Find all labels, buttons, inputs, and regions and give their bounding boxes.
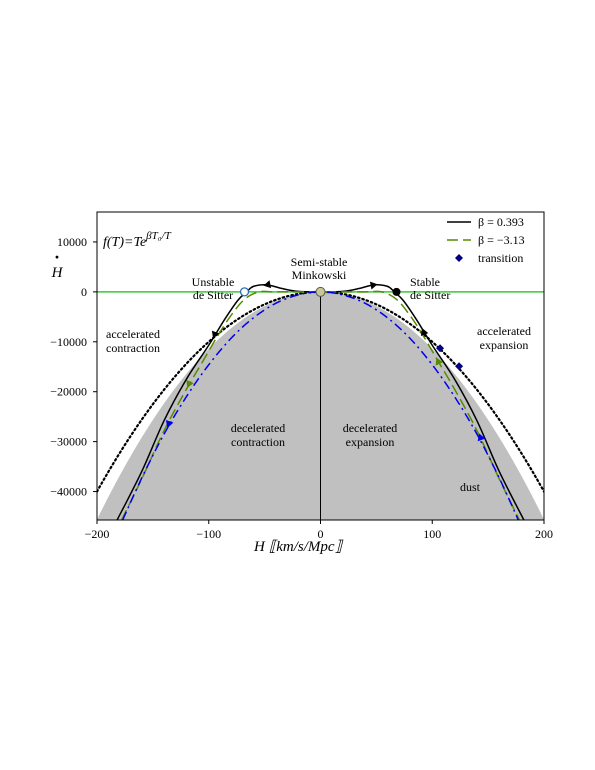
- x-axis-symbol: H: [253, 539, 266, 555]
- legend-swatch-transition: [455, 254, 463, 262]
- arrow-black-lower-left: [211, 330, 220, 339]
- region-label: contraction: [106, 341, 160, 355]
- region-label: accelerated: [106, 327, 160, 341]
- region-label: expansion: [480, 338, 529, 352]
- arrow-black-upper-left: [263, 280, 272, 289]
- fixed-point-label: Minkowski: [292, 268, 347, 282]
- arrow-black-upper-right: [369, 281, 378, 290]
- frame-layer: β = 0.393 β = −3.13 transition: [93, 211, 545, 524]
- arrow-green-left: [186, 379, 194, 388]
- fixed-point-label: de Sitter: [193, 288, 233, 302]
- formula-exponent: βT₀/T: [145, 230, 171, 242]
- legend-label: transition: [478, 251, 523, 265]
- region-label: decelerated: [343, 421, 398, 435]
- y-tick-label: 10000: [57, 235, 87, 249]
- y-tick-label: 0: [81, 285, 87, 299]
- y-tick-label: −40000: [50, 485, 87, 499]
- fixed-point-label: Stable: [410, 275, 440, 289]
- y-axis-label-dot: ·: [54, 247, 60, 267]
- fixed-point-label: Unstable: [192, 275, 235, 289]
- x-tick-label: 200: [535, 527, 553, 541]
- series-line-dust: [122, 291, 519, 520]
- label-layer: −200 −100 0 100 200 10000 0 −10000 −20000 −30000 −…: [50, 230, 553, 555]
- formula-annotation: f(T)=TeβT₀/T: [103, 230, 172, 250]
- transition-point-0: [436, 344, 445, 353]
- x-tick-label: −100: [196, 527, 221, 541]
- arrow-blue-left: [165, 420, 174, 428]
- fixed-point-marker-1: [315, 286, 326, 297]
- legend: β = 0.393 β = −3.13 transition: [447, 215, 525, 265]
- region-label: expansion: [346, 435, 395, 449]
- fixed-point-label: de Sitter: [410, 288, 450, 302]
- arrow-black-lower-right: [420, 328, 429, 337]
- transition-point-1: [455, 362, 464, 371]
- x-tick-label: 100: [423, 527, 441, 541]
- region-label: decelerated: [231, 421, 286, 435]
- arrow-green-right: [435, 357, 443, 366]
- x-tick-label: −200: [85, 527, 110, 541]
- fixed-point-label: Semi-stable: [291, 255, 348, 269]
- y-tick-label: −10000: [50, 335, 87, 349]
- region-label: accelerated: [477, 324, 531, 338]
- y-tick-label: −30000: [50, 435, 87, 449]
- series-line-1: [120, 290, 521, 520]
- plot-area: [97, 280, 544, 520]
- legend-label: β = 0.393: [478, 215, 524, 229]
- x-tick-label: 0: [318, 527, 324, 541]
- fixed-point-marker-0: [239, 287, 250, 297]
- x-axis-units: ⟦km/s/Mpc⟧: [269, 539, 344, 555]
- region-label: contraction: [231, 435, 285, 449]
- y-axis-label: H: [51, 265, 64, 281]
- region-label: dust: [460, 480, 481, 494]
- legend-label: β = −3.13: [478, 233, 525, 247]
- fixed-point-marker-2: [392, 287, 401, 296]
- y-tick-label: −20000: [50, 385, 87, 399]
- formula-base: f(T)=Te: [103, 235, 146, 250]
- arrow-blue-right: [477, 433, 486, 442]
- x-axis-label: H ⟦km/s/Mpc⟧: [253, 539, 344, 555]
